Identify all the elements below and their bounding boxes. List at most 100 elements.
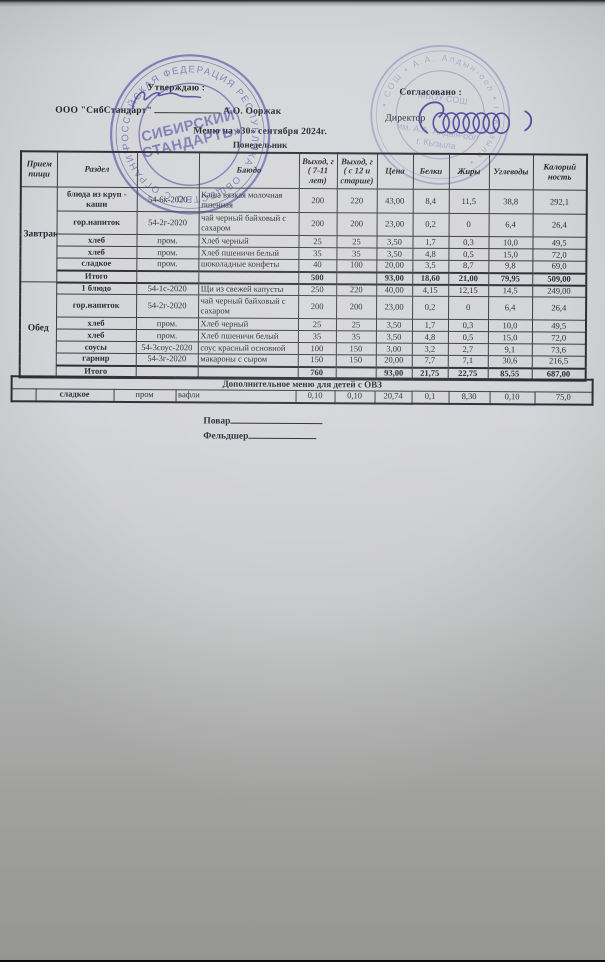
cell-fat: 7,1 xyxy=(447,355,488,368)
cell-code: 54-3г-2020 xyxy=(135,353,198,366)
cell-out-young: 250 xyxy=(298,283,337,296)
cell-protein: 4,15 xyxy=(412,284,449,297)
cell-carbs: 6,4 xyxy=(488,296,533,320)
col-carbs: Углеводы xyxy=(488,154,534,190)
cell-out-young: 25 xyxy=(298,235,337,248)
cell-out-old: 220 xyxy=(336,283,377,296)
cell-price: 23,00 xyxy=(376,212,413,237)
cell-code: 54-1с-2020 xyxy=(136,282,199,295)
cell-out-young: 0,10 xyxy=(295,390,335,403)
cell-price: 23,00 xyxy=(376,295,413,320)
cell-protein: 3,5 xyxy=(412,260,449,273)
cell-out-old: 220 xyxy=(336,188,377,213)
medic-blank-line xyxy=(248,427,317,440)
cell-kcal: 26,4 xyxy=(532,213,587,238)
cell-kcal: 73,6 xyxy=(531,343,586,357)
cell-protein: 4,8 xyxy=(412,248,449,261)
cell-fat: 0 xyxy=(448,213,489,237)
cell-carbs: 10,0 xyxy=(488,236,533,249)
cell-dish: Хлеб черный xyxy=(198,234,299,248)
cell-out-young: 25 xyxy=(297,318,337,331)
cell-protein: 0,2 xyxy=(412,213,449,237)
cell-protein: 8,4 xyxy=(412,189,449,214)
cell-price: 43,00 xyxy=(376,188,413,214)
cell-fat: 0,3 xyxy=(447,319,489,332)
director-signature xyxy=(418,101,533,135)
cell-protein: 3,2 xyxy=(411,343,448,356)
cell-protein: 1,7 xyxy=(411,319,449,332)
col-dish: Блюдо xyxy=(198,152,300,189)
cell-price: 20,00 xyxy=(375,354,412,368)
cell-protein: 0,1 xyxy=(411,391,449,404)
cook-blank-line xyxy=(230,412,323,425)
cell-out-old: 150 xyxy=(335,354,376,367)
medic-signature-line: Фельдшер xyxy=(203,427,317,442)
cell-fat: 12,15 xyxy=(448,284,489,297)
cell-kcal: 26,4 xyxy=(532,296,587,321)
cell-section: хлеб xyxy=(56,234,137,247)
cell-dish xyxy=(198,270,299,284)
cell-section: гарнир xyxy=(55,353,136,366)
cell-section: сладкое xyxy=(35,388,114,402)
cell-kcal: 216,5 xyxy=(531,355,586,369)
cell-section: гор.напиток xyxy=(56,211,137,235)
cell-out-old: 25 xyxy=(335,318,377,331)
cell-out-old: 150 xyxy=(335,342,376,355)
cell-dish: Хлеб черный xyxy=(197,317,299,331)
cell-dish: Каша вязкая молочная пшенная xyxy=(198,187,299,213)
cell-protein: 18,60 xyxy=(412,272,449,285)
cell-out-young: 500 xyxy=(298,271,337,284)
cell-dish: вафли xyxy=(175,389,296,403)
cell-code: пром. xyxy=(135,329,198,342)
cell-dish: шоколадные конфеты xyxy=(198,258,299,272)
menu-row: Завтрак блюда из круп - каши 54-6к-2020 … xyxy=(20,186,587,283)
cell-fat: 0,5 xyxy=(448,248,489,261)
cell-carbs: 9,1 xyxy=(487,343,532,356)
cell-section: хлеб xyxy=(56,246,137,259)
cell-out-young: 200 xyxy=(298,188,337,213)
cell-out-old: 35 xyxy=(335,330,376,343)
cell-out-old: 35 xyxy=(336,247,377,260)
cell-code: 54-2г-2020 xyxy=(136,211,199,235)
cell-protein: 4,8 xyxy=(411,331,448,344)
cell-out-old: 25 xyxy=(336,235,377,248)
cell-kcal: 49,5 xyxy=(531,319,587,333)
cell-code: 54-2г-2020 xyxy=(136,294,199,318)
meal-lunch: Обед xyxy=(19,281,57,378)
medic-label: Фельдшер xyxy=(203,431,249,442)
col-kcal: Калорий ность xyxy=(532,154,588,191)
cell-out-young: 40 xyxy=(298,259,337,272)
cell-code: пром. xyxy=(136,258,199,271)
meal-breakfast: Завтрак xyxy=(20,186,57,283)
col-fat: Жиры xyxy=(448,153,490,190)
cell-section: гор.напиток xyxy=(56,294,137,318)
cell-fat: 21,00 xyxy=(448,272,489,285)
cell-kcal: 249,00 xyxy=(532,284,587,298)
cell-kcal: 69,0 xyxy=(532,260,587,274)
cell-fat: 2,7 xyxy=(447,343,488,356)
cell-price: 93,00 xyxy=(376,271,413,285)
cell-carbs: 15,0 xyxy=(488,248,533,261)
school-stamp-line1: МБОУ СОШ xyxy=(417,89,468,106)
cell-fat: 11,5 xyxy=(448,189,489,214)
cell-meal xyxy=(11,388,36,401)
col-section: Раздел xyxy=(56,151,138,188)
cell-dish: макароны с сыром xyxy=(197,353,298,367)
cell-price: 3,50 xyxy=(375,330,412,344)
cell-out-young: 35 xyxy=(298,247,337,260)
col-code xyxy=(136,152,200,188)
cell-price: 3,50 xyxy=(376,247,413,261)
cell-carbs: 14,5 xyxy=(488,284,533,297)
col-meal: Прием пищи xyxy=(20,151,58,188)
cell-code: 54-3соус-2020 xyxy=(135,341,198,354)
cell-code: 54-6к-2020 xyxy=(136,187,199,212)
cell-code xyxy=(136,270,199,283)
cell-section: блюда из круп - каши xyxy=(56,187,137,212)
menu-row: гор.напиток 54-2г-2020 чай черный байхов… xyxy=(20,294,587,321)
cell-protein: 1,7 xyxy=(412,236,449,249)
cell-out-young: 200 xyxy=(298,295,337,319)
cell-code: пром. xyxy=(135,317,199,330)
cell-fat: 8,7 xyxy=(448,260,489,273)
menu-table: Прием пищи Раздел Блюдо Выход, г ( 7-11 … xyxy=(18,150,589,382)
